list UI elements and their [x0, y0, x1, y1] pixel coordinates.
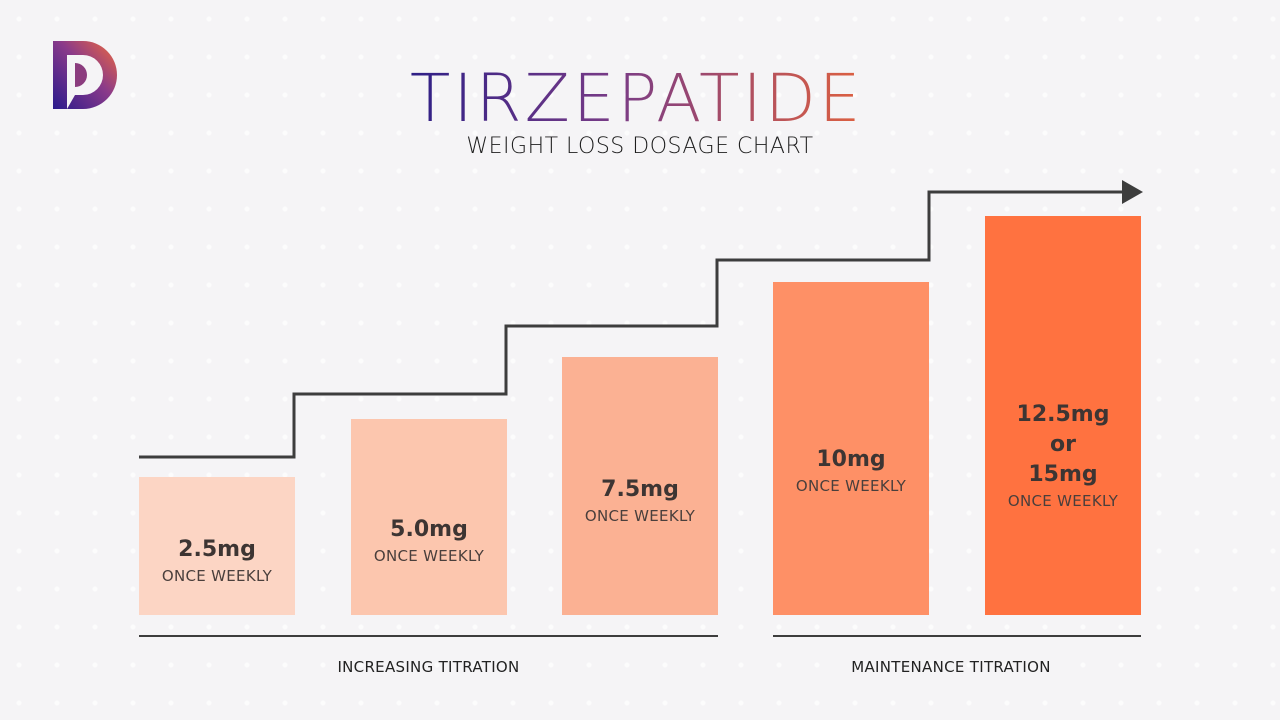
- dose-label: 2.5mg: [178, 537, 256, 562]
- page-subtitle: WEIGHT LOSS DOSAGE CHART: [466, 134, 814, 159]
- step-line: [139, 190, 1125, 459]
- phase-divider-maintenance: [773, 635, 1141, 637]
- dose-bar: 2.5mg ONCE WEEKLY: [139, 477, 295, 615]
- frequency-label: ONCE WEEKLY: [373, 547, 485, 565]
- phase-label-increasing: INCREASING TITRATION: [337, 658, 520, 676]
- dose-label: 10mg: [816, 447, 886, 472]
- phase-divider-increasing: [139, 635, 718, 637]
- frequency-label: ONCE WEEKLY: [795, 477, 907, 495]
- dose-label: 7.5mg: [601, 477, 679, 502]
- frequency-label: ONCE WEEKLY: [1007, 492, 1119, 510]
- frequency-label: ONCE WEEKLY: [161, 567, 273, 585]
- page-title: TIRZEPATIDE: [410, 60, 870, 137]
- dose-bar: 5.0mg ONCE WEEKLY: [351, 419, 507, 615]
- logo: [53, 41, 117, 109]
- dose-label: 5.0mg: [390, 517, 468, 542]
- dose-bar: 12.5mg or 15mg ONCE WEEKLY: [985, 216, 1141, 615]
- dose-bar: 7.5mg ONCE WEEKLY: [562, 357, 718, 615]
- dose-label: 12.5mg or 15mg: [1016, 402, 1110, 487]
- phase-label-maintenance: MAINTENANCE TITRATION: [851, 658, 1051, 676]
- dose-bar: 10mg ONCE WEEKLY: [773, 282, 929, 615]
- frequency-label: ONCE WEEKLY: [584, 507, 696, 525]
- arrow-head-icon: [1122, 180, 1143, 204]
